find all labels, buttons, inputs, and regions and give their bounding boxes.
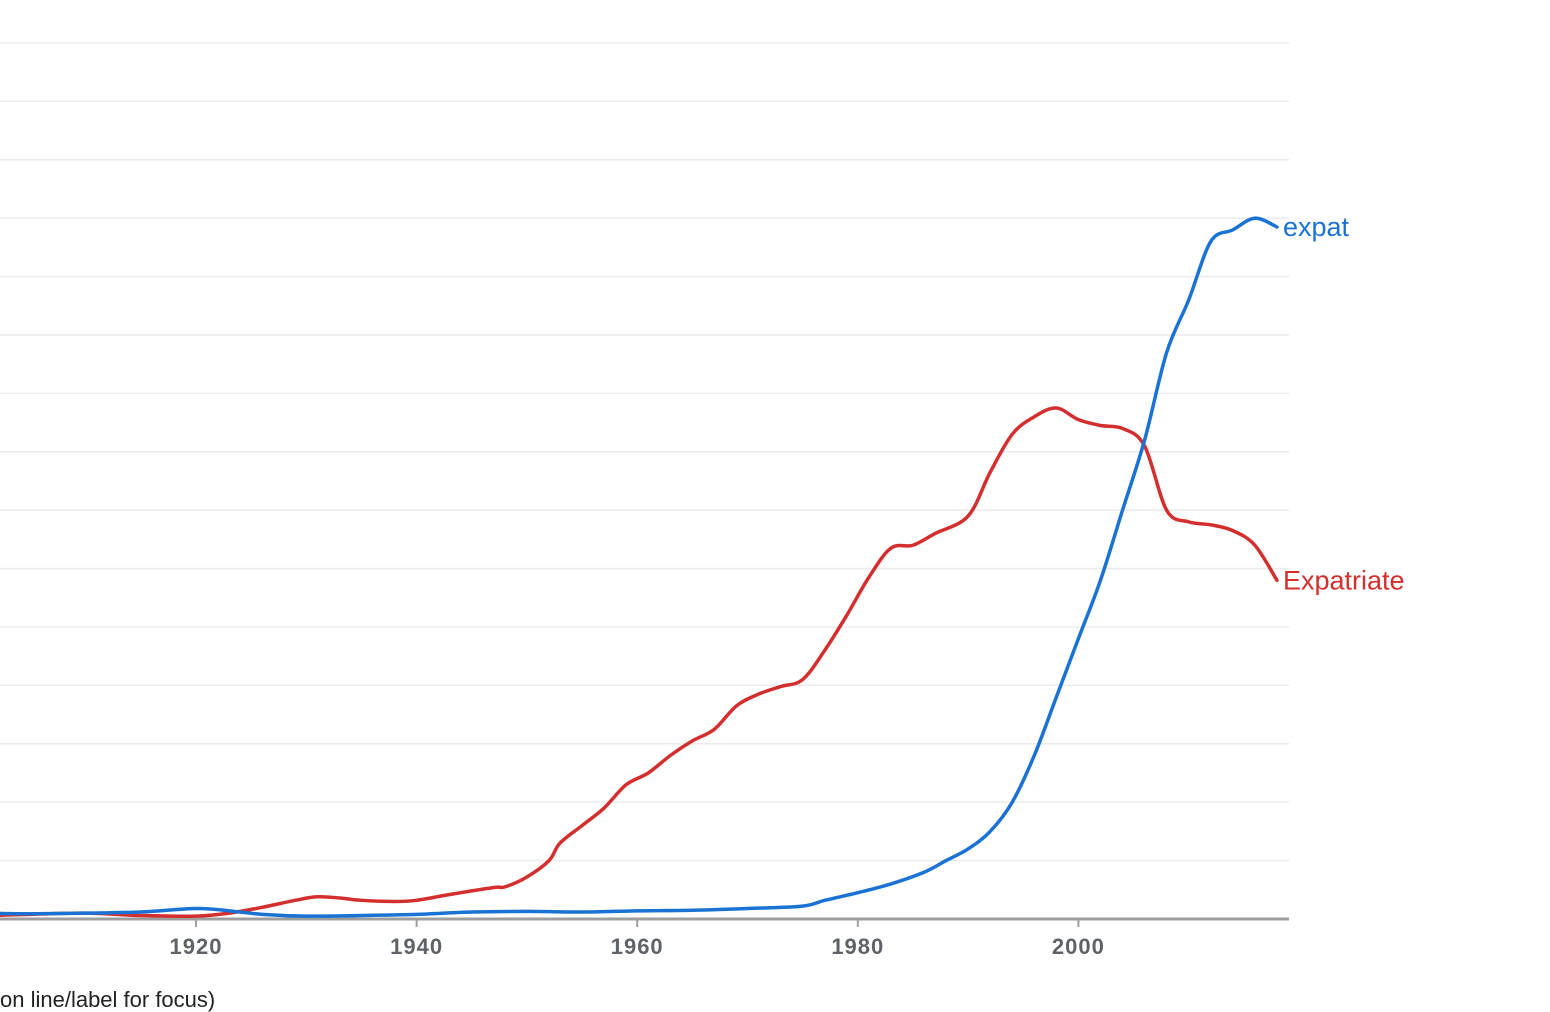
x-tick-label: 1900 xyxy=(0,934,2,959)
series-lines[interactable] xyxy=(0,216,1279,918)
x-axis-ticks: 1900 1920 1940 1960 1980 2000 xyxy=(0,919,1105,959)
gridlines xyxy=(0,42,1289,862)
x-tick-label: 1960 xyxy=(611,934,664,959)
series-line-expat[interactable] xyxy=(0,216,1279,918)
x-tick-label: 1980 xyxy=(831,934,884,959)
ngram-line-chart: 1900 1920 1940 1960 1980 2000 Expatriate expat xyxy=(0,42,1405,959)
series-labels[interactable]: Expatriate expat xyxy=(1283,212,1405,595)
x-tick-label: 1940 xyxy=(390,934,443,959)
x-tick-label: 2000 xyxy=(1052,934,1105,959)
focus-hint-text: on line/label for focus) xyxy=(0,987,216,1012)
series-label-expat[interactable]: expat xyxy=(1283,212,1350,242)
series-line-expatriate[interactable] xyxy=(0,406,1279,918)
series-label-expatriate[interactable]: Expatriate xyxy=(1283,565,1405,595)
x-tick-label: 1920 xyxy=(170,934,223,959)
